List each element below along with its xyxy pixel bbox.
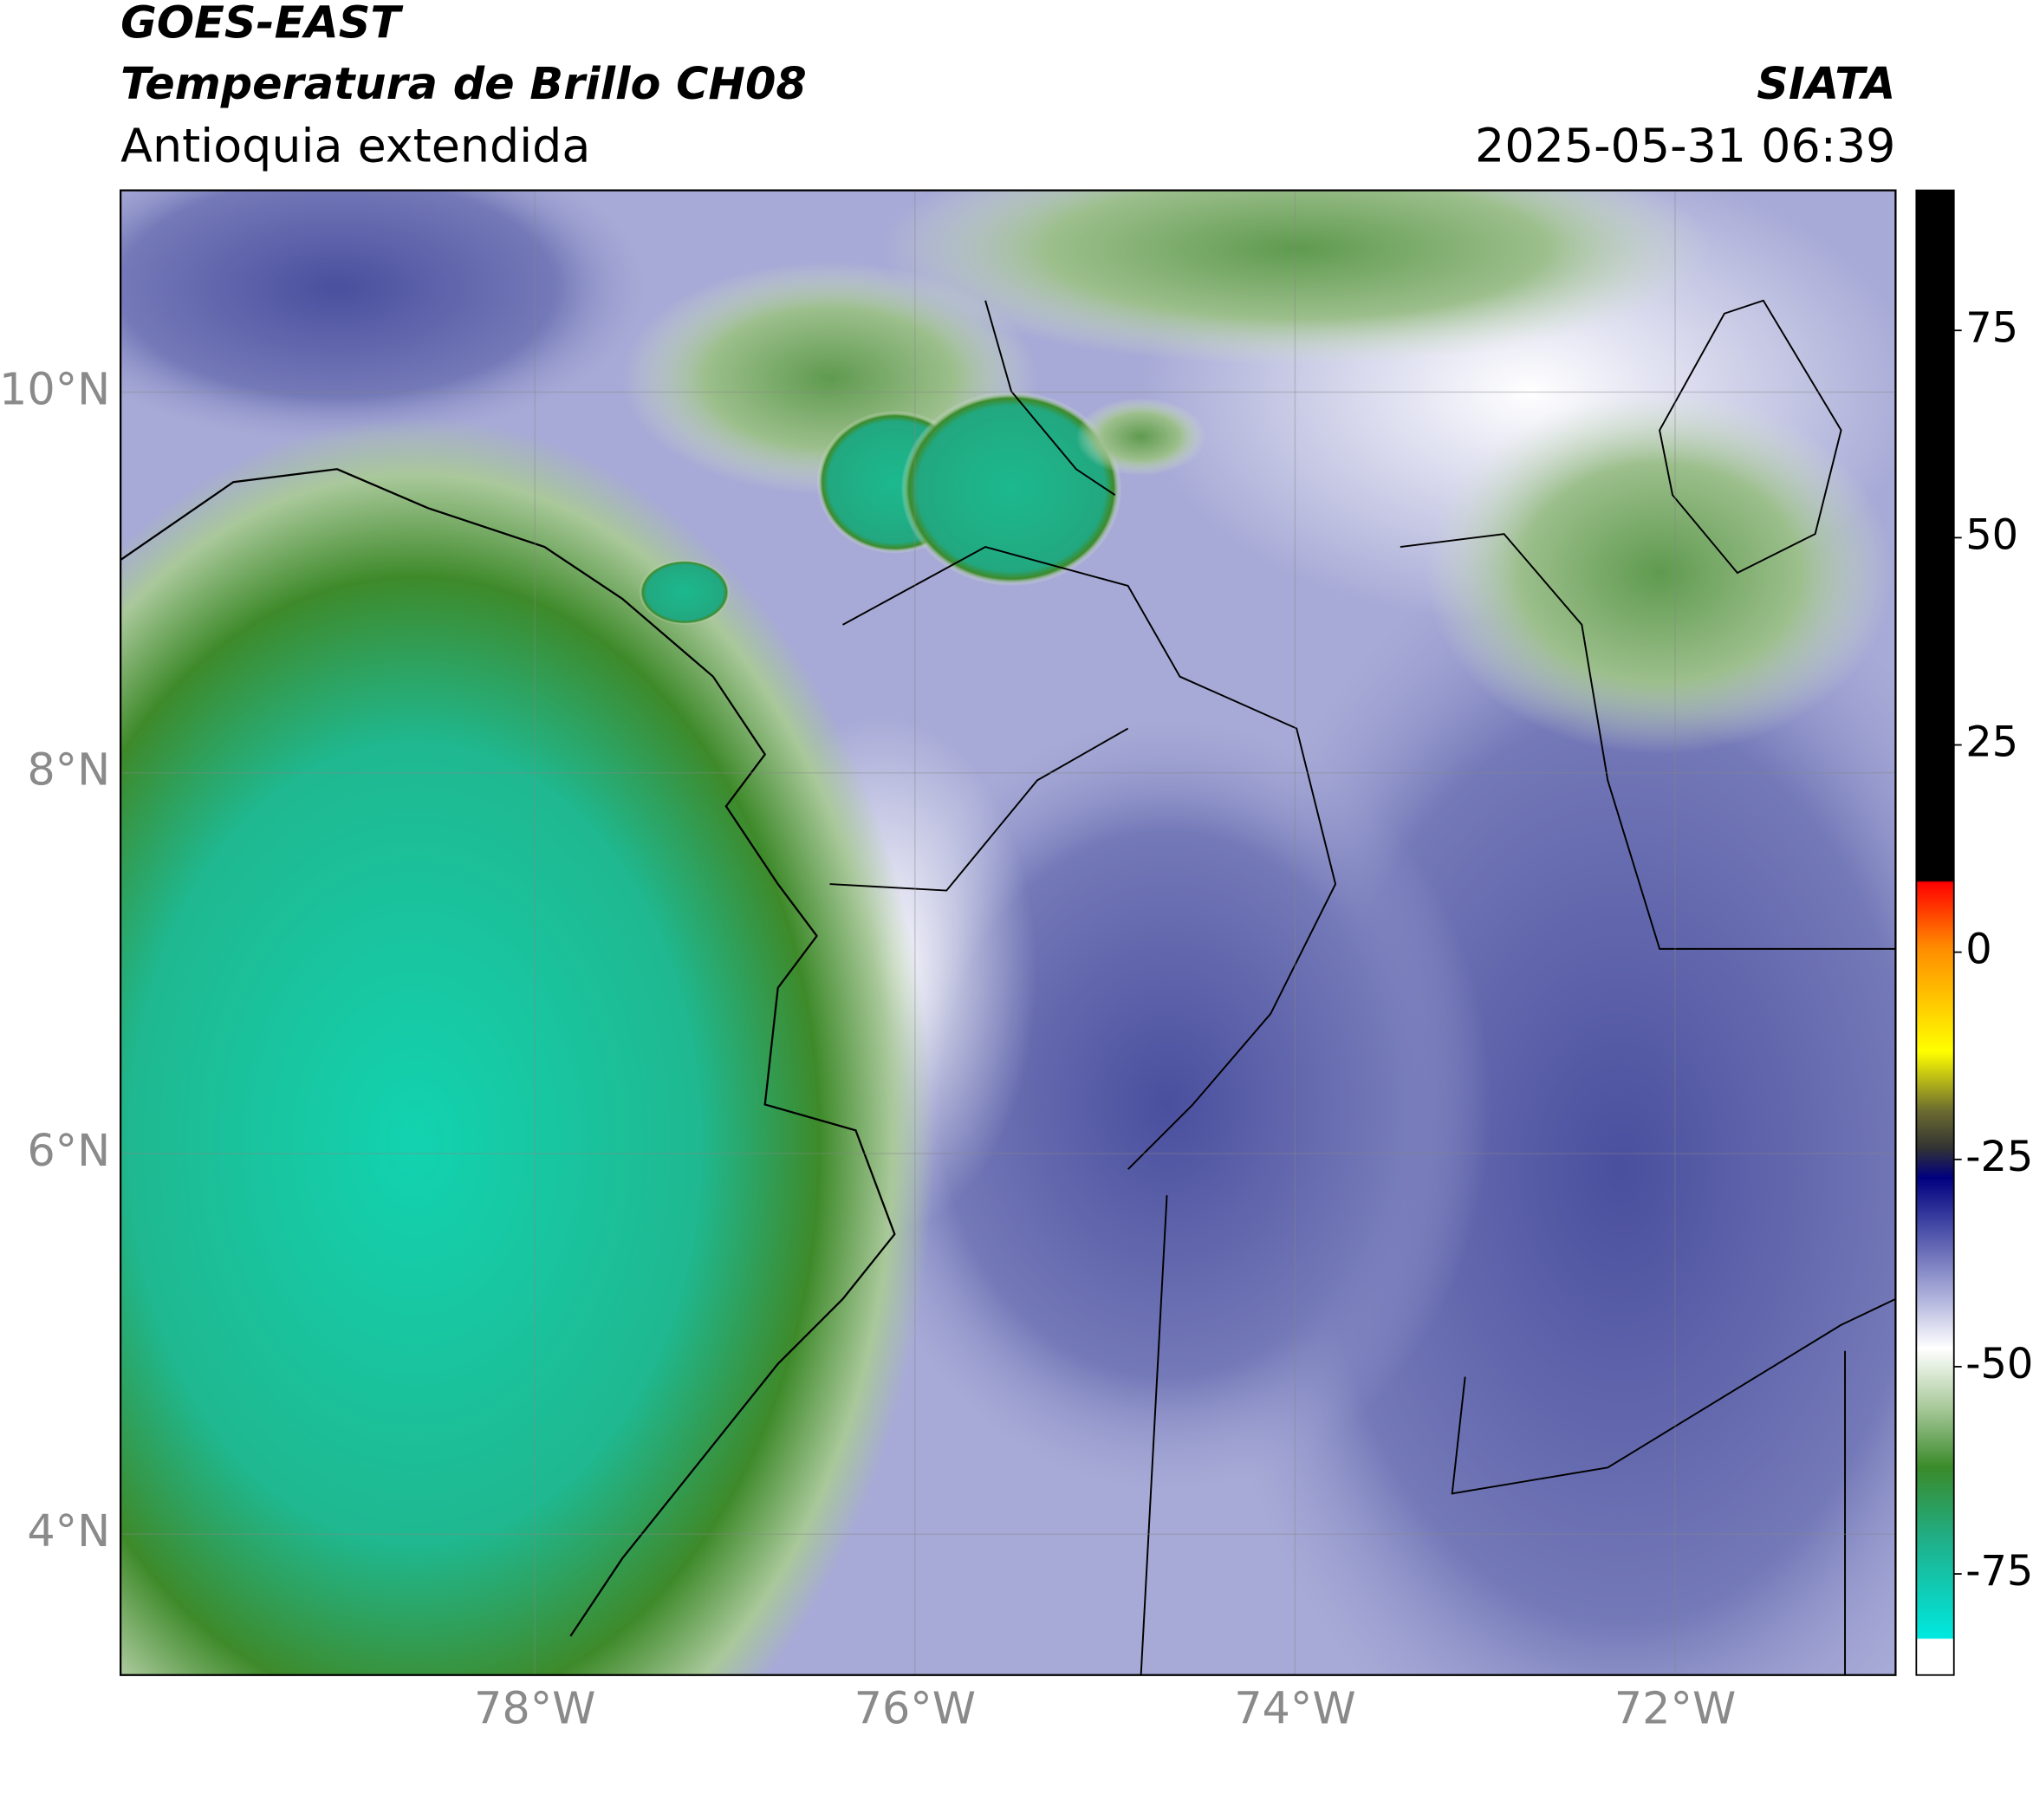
datetime: 2025-05-31 06:39	[1475, 118, 1895, 172]
y-tick-label: 8°N	[27, 744, 110, 796]
colorbar-tick-label: 75	[1965, 304, 2018, 352]
subtitle: Temperatura de Brillo CH08	[120, 58, 807, 109]
colorbar-tick-label: -75	[1965, 1548, 2033, 1596]
colorbar-tick-label: 25	[1965, 719, 2018, 767]
colorbar-tick-label: -25	[1965, 1134, 2033, 1181]
title: GOES-EAST	[120, 0, 404, 49]
grid	[120, 190, 1896, 1675]
x-tick-label: 74°W	[1234, 1683, 1355, 1734]
map-frame	[120, 189, 1897, 1676]
y-tick-label: 4°N	[27, 1505, 110, 1557]
org: SIATA	[1757, 58, 1895, 109]
colorbar	[1915, 189, 1955, 1676]
x-tick-label: 72°W	[1614, 1683, 1736, 1734]
satellite-image	[120, 190, 1896, 1675]
x-tick-label: 78°W	[474, 1683, 595, 1734]
colorbar-tick-label: 0	[1965, 926, 1991, 974]
x-tick-label: 76°W	[854, 1683, 976, 1734]
y-tick-label: 10°N	[0, 363, 110, 414]
colorbar-tick-label: 50	[1965, 511, 2018, 559]
colorbar-tick-label: -50	[1965, 1341, 2033, 1388]
y-tick-label: 6°N	[27, 1125, 110, 1176]
region: Antioquia extendida	[120, 118, 590, 172]
